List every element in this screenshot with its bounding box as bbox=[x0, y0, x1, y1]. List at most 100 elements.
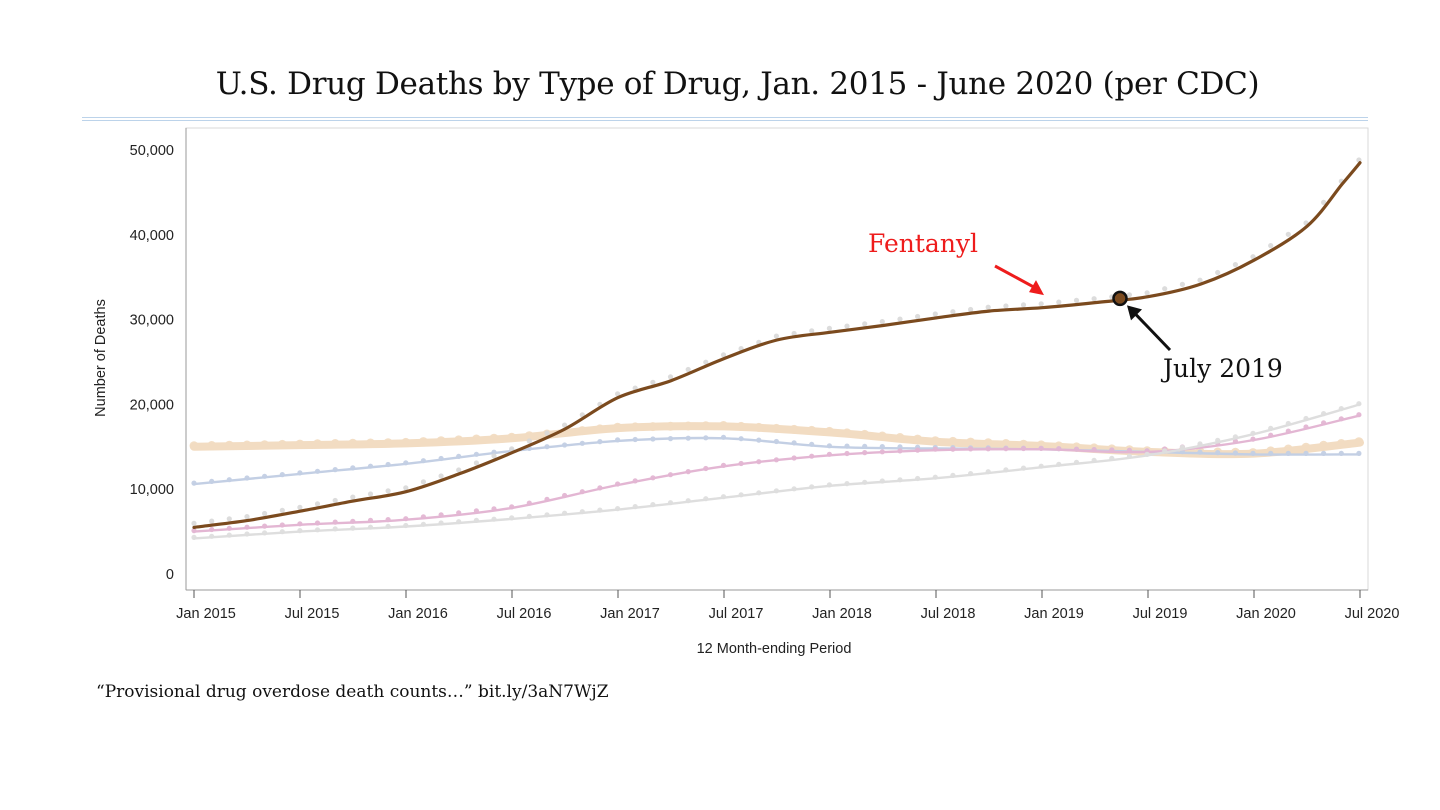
observed-point bbox=[791, 330, 797, 337]
x-tick-label: Jul 2015 bbox=[285, 606, 340, 622]
observed-point bbox=[1285, 231, 1291, 237]
observed-point bbox=[720, 352, 727, 358]
observed-point bbox=[897, 316, 903, 322]
observed-point bbox=[650, 379, 656, 385]
observed-point bbox=[985, 304, 991, 310]
observed-point bbox=[915, 313, 921, 320]
title-divider-secondary bbox=[82, 120, 1368, 121]
series-4 bbox=[191, 401, 1362, 541]
observed-point bbox=[262, 510, 268, 517]
observed-point bbox=[1091, 296, 1097, 302]
source-citation: “Provisional drug overdose death counts…… bbox=[96, 682, 609, 702]
slide-title: U.S. Drug Deaths by Type of Drug, Jan. 2… bbox=[215, 66, 1260, 102]
y-tick-label: 0 bbox=[166, 567, 174, 583]
x-tick-label: Jan 2019 bbox=[1024, 606, 1084, 622]
series-line bbox=[192, 161, 1362, 529]
observed-point bbox=[809, 328, 815, 334]
observed-point bbox=[1197, 277, 1203, 283]
y-tick-label: 20,000 bbox=[130, 397, 174, 413]
observed-point bbox=[544, 430, 550, 436]
observed-point bbox=[244, 514, 250, 520]
observed-point bbox=[1056, 299, 1062, 305]
y-tick-label: 10,000 bbox=[130, 482, 174, 498]
observed-point bbox=[420, 479, 426, 485]
observed-point bbox=[438, 473, 444, 479]
observed-point bbox=[509, 446, 515, 452]
observed-point bbox=[1321, 199, 1327, 205]
series-line bbox=[192, 414, 1362, 533]
observed-point bbox=[209, 518, 215, 524]
x-tick-label: Jan 2018 bbox=[812, 606, 872, 622]
annotation-july-2019-label: July 2019 bbox=[1160, 354, 1283, 383]
y-tick-label: 40,000 bbox=[130, 228, 174, 244]
x-tick-label: Jul 2019 bbox=[1133, 606, 1188, 622]
y-tick-label: 30,000 bbox=[130, 313, 174, 329]
observed-point bbox=[1144, 290, 1150, 296]
observed-point bbox=[403, 485, 409, 491]
observed-point bbox=[968, 306, 974, 313]
observed-point bbox=[773, 333, 780, 339]
observed-point bbox=[1179, 281, 1185, 287]
x-tick-label: Jan 2016 bbox=[388, 606, 448, 622]
observed-point bbox=[685, 366, 691, 373]
y-axis: 0 10,000 20,000 30,000 40,000 50,000 bbox=[130, 143, 174, 583]
observed-point bbox=[1268, 243, 1274, 249]
plot-frame bbox=[185, 127, 1369, 591]
annotation-july-2019-arrow bbox=[1130, 309, 1172, 352]
annotation-fentanyl-arrowhead bbox=[1029, 280, 1044, 296]
annotation-fentanyl-label: Fentanyl bbox=[868, 229, 978, 258]
observed-point bbox=[350, 494, 356, 500]
series-line bbox=[192, 403, 1362, 540]
observed-point bbox=[226, 516, 232, 522]
observed-point bbox=[862, 321, 868, 327]
series-fentanyl bbox=[191, 157, 1362, 529]
x-tick-label: Jul 2017 bbox=[709, 606, 764, 622]
observed-point bbox=[703, 359, 709, 365]
observed-point bbox=[491, 453, 497, 459]
annotation-july-2019-marker bbox=[1112, 290, 1128, 307]
observed-point bbox=[562, 422, 568, 428]
observed-point bbox=[932, 311, 938, 317]
observed-point bbox=[385, 488, 391, 494]
annotation-layer: Fentanyl July 2019 bbox=[868, 229, 1283, 383]
observed-point bbox=[1162, 286, 1168, 292]
observed-point bbox=[526, 438, 532, 444]
observed-point bbox=[1215, 269, 1221, 276]
observed-point bbox=[297, 504, 303, 510]
observed-point bbox=[1003, 303, 1009, 309]
observed-point bbox=[1232, 262, 1238, 268]
annotation-july-2019-arrowhead bbox=[1127, 305, 1142, 321]
series-layer bbox=[189, 157, 1364, 541]
x-axis-title: 12 Month-ending Period bbox=[697, 641, 852, 657]
y-axis-title: Number of Deaths bbox=[93, 299, 109, 417]
title-divider bbox=[82, 117, 1368, 118]
series-3 bbox=[191, 412, 1362, 534]
observed-point bbox=[826, 325, 833, 331]
observed-point bbox=[314, 501, 321, 507]
x-tick-label: Jul 2016 bbox=[497, 606, 552, 622]
observed-point bbox=[879, 319, 885, 325]
observed-point bbox=[615, 391, 621, 397]
observed-point bbox=[367, 491, 374, 497]
observed-point bbox=[1038, 301, 1044, 307]
observed-point bbox=[191, 520, 197, 527]
x-tick-label: Jan 2020 bbox=[1236, 606, 1296, 622]
observed-point bbox=[667, 374, 674, 380]
annotation-fentanyl-arrow bbox=[994, 264, 1035, 289]
x-tick-label: Jul 2020 bbox=[1345, 606, 1400, 622]
observed-point bbox=[844, 323, 850, 329]
observed-point bbox=[1073, 297, 1080, 303]
observed-point bbox=[950, 309, 956, 315]
observed-point bbox=[279, 507, 285, 513]
observed-point bbox=[456, 467, 462, 473]
x-axis: Jan 2015 Jul 2015 Jan 2016 Jul 2016 Jan 2017… bbox=[176, 590, 1399, 622]
y-tick-label: 50,000 bbox=[130, 143, 174, 159]
observed-point bbox=[1020, 302, 1027, 308]
observed-point bbox=[1250, 254, 1256, 260]
x-tick-label: Jul 2018 bbox=[921, 606, 976, 622]
x-tick-label: Jan 2017 bbox=[600, 606, 660, 622]
observed-point bbox=[332, 497, 338, 504]
observed-point bbox=[473, 460, 479, 466]
